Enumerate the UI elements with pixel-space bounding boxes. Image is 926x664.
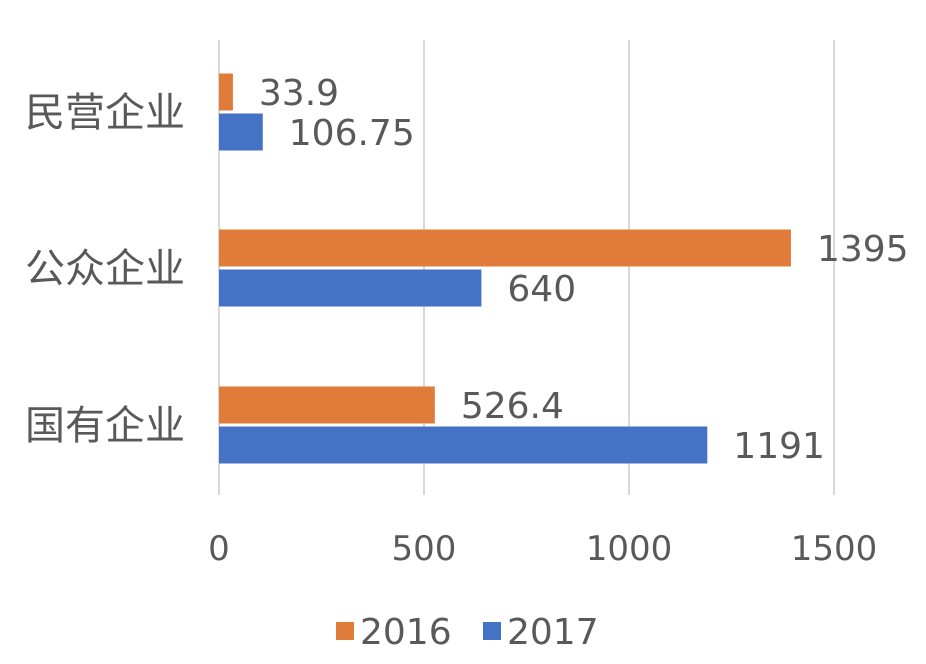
x-tick-label-500: 500 <box>392 529 457 569</box>
x-tick-label-0: 0 <box>208 529 230 569</box>
data-label-2017-2: 1191 <box>733 426 825 467</box>
bar-2016-2 <box>219 386 435 424</box>
data-label-2017-1: 640 <box>507 269 576 310</box>
category-label-2: 国有企业 <box>25 403 185 449</box>
data-label-2016-0: 33.9 <box>259 73 339 114</box>
legend-label-2016: 2016 <box>360 612 452 653</box>
x-axis-tick-labels: 0 500 1000 1500 <box>208 529 877 569</box>
legend-swatch-2017 <box>483 622 501 640</box>
data-label-2017-0: 106.75 <box>289 113 415 154</box>
data-label-2016-2: 526.4 <box>461 386 564 427</box>
category-label-0: 民营企业 <box>25 90 185 136</box>
x-tick-label-1500: 1500 <box>791 529 878 569</box>
legend-label-2017: 2017 <box>507 612 599 653</box>
bar-2017-1 <box>219 269 482 307</box>
bar-2016-0 <box>219 73 233 111</box>
bar-2017-0 <box>219 113 263 151</box>
category-label-1: 公众企业 <box>25 246 185 292</box>
bar-2017-2 <box>219 426 708 464</box>
x-tick-label-1000: 1000 <box>586 529 673 569</box>
data-label-2016-1: 1395 <box>817 229 909 270</box>
data-labels: 33.9 1395 526.4 106.75 640 1191 <box>259 73 909 467</box>
bar-2016-1 <box>219 229 791 267</box>
legend: 2016 2017 <box>336 612 599 653</box>
legend-swatch-2016 <box>336 622 354 640</box>
bars <box>219 73 791 464</box>
